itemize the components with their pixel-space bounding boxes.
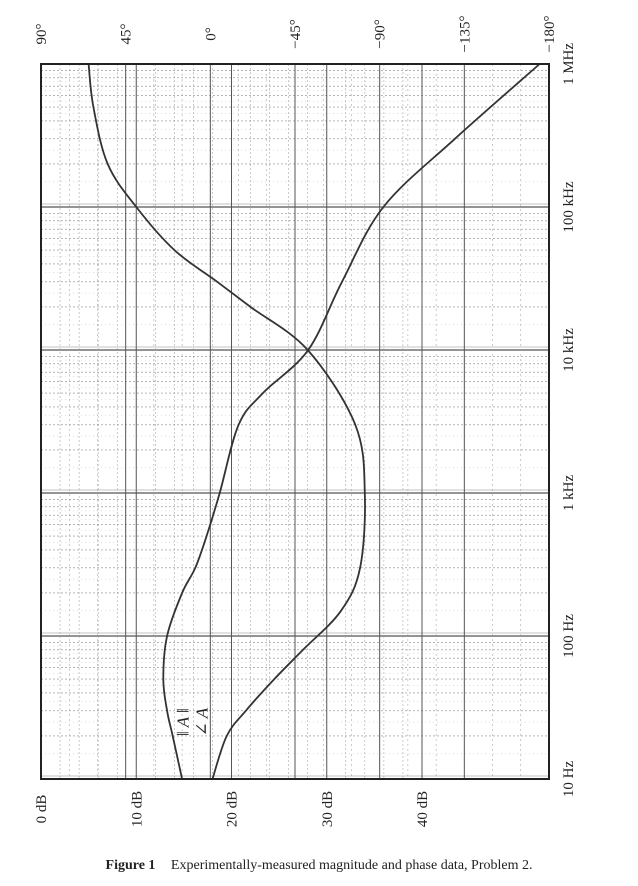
grid [40, 64, 550, 780]
figure-caption-text: Experimentally-measured magnitude and ph… [170, 858, 533, 873]
magnitude-series-label: ‖ A ‖ [174, 708, 193, 736]
magnitude-curve [87, 63, 366, 780]
phase-tick-label: −135° [457, 16, 473, 53]
curves [87, 63, 541, 780]
freq-tick-label: 100 Hz [561, 614, 577, 658]
phase-tick-label: 0° [203, 27, 219, 41]
freq-tick-label: 1 MHz [561, 43, 577, 85]
magnitude-tick-label: 10 dB [129, 791, 145, 827]
phase-curve [162, 63, 541, 780]
phase-tick-label: 45° [119, 24, 135, 45]
freq-tick-label: 10 Hz [561, 761, 577, 798]
phase-tick-label: −90° [373, 19, 389, 48]
magnitude-tick-label: 30 dB [320, 791, 336, 827]
phase-series-label: ∠ A [193, 707, 212, 736]
freq-tick-label: 1 kHz [561, 475, 577, 512]
freq-tick-label: 100 kHz [561, 181, 577, 233]
plot-frame [40, 63, 550, 780]
magnitude-tick-label: 40 dB [415, 791, 431, 827]
phase-tick-label: 90° [34, 24, 50, 45]
freq-tick-label: 10 kHz [561, 328, 577, 372]
phase-tick-label: −45° [288, 19, 304, 48]
magnitude-tick-label: 20 dB [225, 791, 241, 827]
magnitude-tick-label: 0 dB [34, 795, 50, 824]
axis-labels: 10 Hz 100 Hz 1 kHz 10 kHz 100 kHz 1 MHz 0 dB 10… [34, 16, 577, 828]
figure-caption: Figure 1 Experimentally-measured magnitu… [0, 858, 638, 874]
figure-label: Figure 1 [105, 858, 156, 873]
phase-tick-label: −180° [542, 16, 558, 53]
